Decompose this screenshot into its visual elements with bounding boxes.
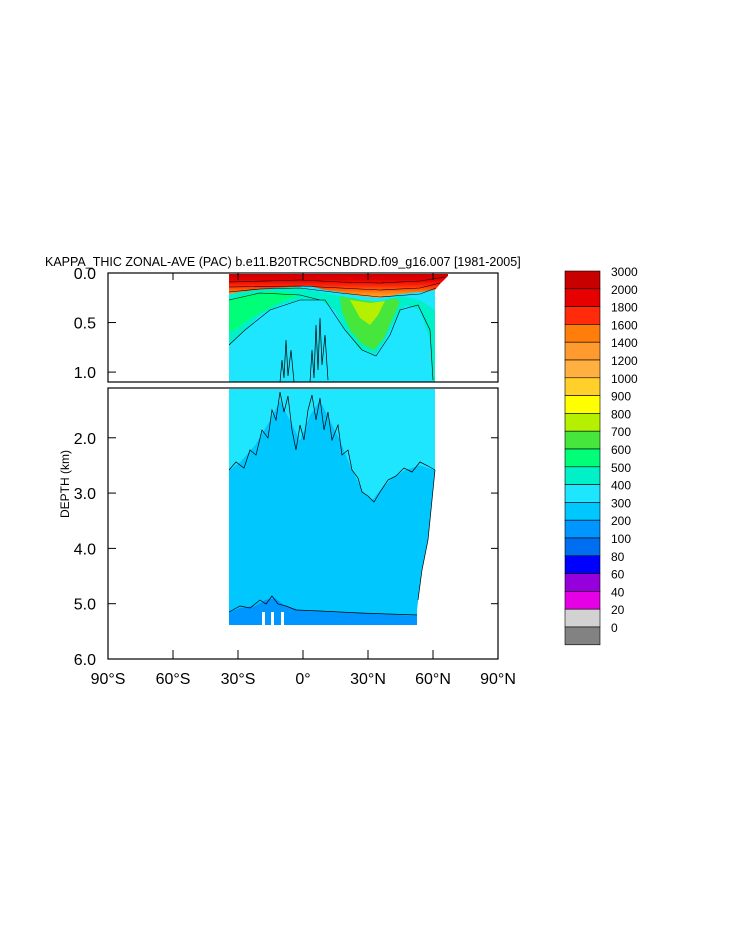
colorbar-label: 200 <box>611 514 631 528</box>
deep-region <box>229 400 435 625</box>
colorbar-label: 40 <box>611 585 625 599</box>
colorbar-label: 1600 <box>611 318 638 332</box>
colorbar-swatch <box>564 466 601 485</box>
colorbar-swatch <box>564 341 601 361</box>
seafloor-gap-2 <box>271 612 274 625</box>
x-axis: 90°S 60°S 30°S 0° 30°N 60°N 90°N <box>91 273 516 688</box>
colorbar-swatch <box>564 555 601 574</box>
colorbar-label: 60 <box>611 568 625 582</box>
colorbar-label: 80 <box>611 550 625 564</box>
colorbar: 3000200018001600140012001000900800700600… <box>564 265 638 646</box>
colorbar-swatch <box>564 608 601 628</box>
colorbar-swatch <box>564 448 601 468</box>
upper-panel-fill <box>228 274 448 382</box>
colorbar-label: 700 <box>611 425 631 439</box>
colorbar-label: 20 <box>611 603 625 617</box>
surface-region <box>229 274 448 298</box>
chart-title: KAPPA_THIC ZONAL-AVE (PAC) b.e11.B20TRC5… <box>45 255 521 269</box>
green-600-region <box>229 292 300 332</box>
y-tick-label: 4.0 <box>74 541 96 558</box>
colorbar-label: 400 <box>611 479 631 493</box>
colorbar-swatch <box>564 324 601 343</box>
x-tick-label: 60°N <box>415 671 451 688</box>
colorbar-label: 2000 <box>611 283 638 297</box>
colorbar-swatch <box>564 537 601 557</box>
y-tick-label: 3.0 <box>74 486 96 503</box>
colorbar-swatch <box>564 359 601 379</box>
y-tick-label: 6.0 <box>74 652 96 669</box>
colorbar-label: 800 <box>611 407 631 421</box>
x-tick-label: 60°S <box>156 671 191 688</box>
colorbar-label: 500 <box>611 461 631 475</box>
colorbar-label: 0 <box>611 621 618 635</box>
y-axis-upper: 0.0 0.5 1.0 <box>74 266 498 382</box>
seafloor-gap-3 <box>281 612 284 625</box>
y-tick-label: 1.0 <box>74 365 96 382</box>
y-tick-label: 0.5 <box>74 316 96 333</box>
colorbar-label: 1000 <box>611 372 638 386</box>
lower-contours <box>228 391 436 616</box>
colorbar-swatch <box>564 377 601 396</box>
colorbar-label: 1200 <box>611 354 638 368</box>
x-tick-label: 30°N <box>350 671 386 688</box>
y-tick-label: 5.0 <box>74 597 96 614</box>
x-tick-label: 30°S <box>221 671 256 688</box>
seafloor-gap-1 <box>262 612 265 625</box>
colorbar-swatch <box>564 270 601 290</box>
colorbar-swatch <box>564 502 601 521</box>
colorbar-label: 1800 <box>611 301 638 315</box>
colorbar-label: 900 <box>611 390 631 404</box>
lower-panel-fill <box>228 389 436 625</box>
y-axis-label: DEPTH (km) <box>58 450 72 518</box>
x-tick-label: 0° <box>295 671 310 688</box>
y-tick-label: 0.0 <box>74 266 96 283</box>
colorbar-swatch <box>564 288 601 307</box>
colorbar-swatch <box>564 573 601 592</box>
colorbar-swatch <box>564 306 601 325</box>
colorbar-label: 600 <box>611 443 631 457</box>
x-tick-label: 90°S <box>91 671 126 688</box>
colorbar-swatch <box>564 519 601 539</box>
colorbar-label: 1400 <box>611 336 638 350</box>
y-tick-label: 2.0 <box>74 431 96 448</box>
colorbar-swatch <box>564 430 601 450</box>
lower-intermediate-region <box>229 389 435 500</box>
x-tick-label: 90°N <box>480 671 516 688</box>
colorbar-label: 300 <box>611 496 631 510</box>
colorbar-label: 3000 <box>611 265 638 279</box>
colorbar-swatch <box>564 484 601 503</box>
colorbar-label: 100 <box>611 532 631 546</box>
colorbar-swatch <box>564 413 601 432</box>
yellow-800-region <box>350 300 385 325</box>
colorbar-swatch <box>564 626 601 646</box>
y-axis-lower: 2.0 3.0 4.0 5.0 6.0 <box>74 431 498 669</box>
upper-spikes <box>279 317 329 382</box>
colorbar-swatch <box>564 591 601 610</box>
colorbar-swatch <box>564 395 601 414</box>
abyssal-region <box>229 598 417 625</box>
surface-contours <box>228 276 446 381</box>
